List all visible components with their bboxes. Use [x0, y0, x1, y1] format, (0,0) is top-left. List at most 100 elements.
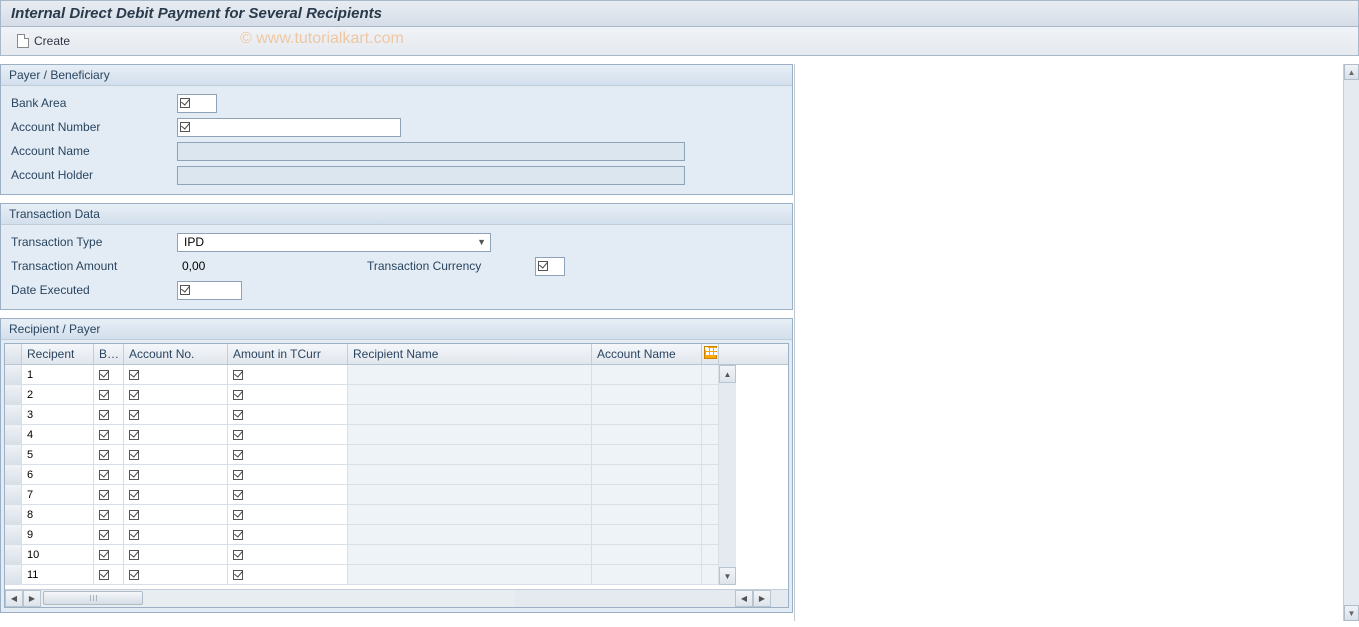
cell-amount[interactable]	[228, 485, 348, 504]
bank-area-input[interactable]	[177, 94, 217, 113]
f4-help-icon[interactable]	[538, 261, 548, 271]
page-scroll-up-button[interactable]: ▲	[1344, 64, 1359, 80]
col-recipient-name[interactable]: Recipient Name	[348, 344, 592, 364]
row-selector[interactable]	[5, 485, 22, 504]
cell-bank[interactable]	[94, 505, 124, 524]
col-recipient[interactable]: Recipent	[22, 344, 94, 364]
scroll-down-button[interactable]: ▼	[719, 567, 736, 585]
cell-bank[interactable]	[94, 545, 124, 564]
table-horizontal-scrollbar[interactable]: ◀ ▶ ◀ ▶	[5, 589, 788, 607]
cell-account-no[interactable]	[124, 445, 228, 464]
f4-help-icon[interactable]	[233, 550, 243, 560]
table-row[interactable]: 5	[5, 445, 719, 465]
cell-account-no[interactable]	[124, 545, 228, 564]
f4-help-icon[interactable]	[233, 470, 243, 480]
table-row[interactable]: 4	[5, 425, 719, 445]
cell-recipient[interactable]: 1	[22, 365, 94, 384]
scroll-right-button-2[interactable]: ▶	[753, 590, 771, 607]
select-all-cell[interactable]	[5, 344, 22, 364]
scroll-left-button-2[interactable]: ◀	[735, 590, 753, 607]
cell-bank[interactable]	[94, 385, 124, 404]
cell-amount[interactable]	[228, 365, 348, 384]
row-selector[interactable]	[5, 545, 22, 564]
f4-help-icon[interactable]	[129, 370, 139, 380]
cell-account-no[interactable]	[124, 385, 228, 404]
cell-amount[interactable]	[228, 425, 348, 444]
create-button[interactable]: Create	[11, 32, 76, 50]
table-vertical-scrollbar[interactable]: ▲ ▼	[719, 365, 736, 585]
f4-help-icon[interactable]	[129, 450, 139, 460]
row-selector[interactable]	[5, 465, 22, 484]
table-row[interactable]: 2	[5, 385, 719, 405]
f4-help-icon[interactable]	[129, 470, 139, 480]
f4-help-icon[interactable]	[233, 370, 243, 380]
cell-bank[interactable]	[94, 465, 124, 484]
scroll-thumb[interactable]	[43, 591, 143, 605]
f4-help-icon[interactable]	[99, 390, 109, 400]
table-row[interactable]: 9	[5, 525, 719, 545]
cell-recipient[interactable]: 11	[22, 565, 94, 584]
cell-amount[interactable]	[228, 545, 348, 564]
scroll-right-button[interactable]: ▶	[23, 590, 41, 607]
f4-help-icon[interactable]	[99, 470, 109, 480]
f4-help-icon[interactable]	[99, 530, 109, 540]
cell-amount[interactable]	[228, 525, 348, 544]
cell-recipient[interactable]: 6	[22, 465, 94, 484]
f4-help-icon[interactable]	[99, 410, 109, 420]
f4-help-icon[interactable]	[129, 510, 139, 520]
date-executed-input[interactable]	[177, 281, 242, 300]
cell-amount[interactable]	[228, 385, 348, 404]
cell-amount[interactable]	[228, 565, 348, 584]
f4-help-icon[interactable]	[233, 410, 243, 420]
page-vertical-scrollbar[interactable]: ▲ ▼	[1343, 64, 1359, 621]
f4-help-icon[interactable]	[99, 430, 109, 440]
f4-help-icon[interactable]	[129, 410, 139, 420]
cell-bank[interactable]	[94, 365, 124, 384]
cell-recipient[interactable]: 9	[22, 525, 94, 544]
cell-bank[interactable]	[94, 525, 124, 544]
f4-help-icon[interactable]	[99, 450, 109, 460]
row-selector[interactable]	[5, 445, 22, 464]
row-selector[interactable]	[5, 525, 22, 544]
f4-help-icon[interactable]	[233, 490, 243, 500]
cell-account-no[interactable]	[124, 405, 228, 424]
f4-help-icon[interactable]	[99, 550, 109, 560]
f4-help-icon[interactable]	[99, 510, 109, 520]
f4-help-icon[interactable]	[233, 390, 243, 400]
cell-account-no[interactable]	[124, 505, 228, 524]
col-account-no[interactable]: Account No.	[124, 344, 228, 364]
f4-help-icon[interactable]	[180, 98, 190, 108]
f4-help-icon[interactable]	[129, 490, 139, 500]
scroll-up-button[interactable]: ▲	[719, 365, 736, 383]
cell-amount[interactable]	[228, 465, 348, 484]
col-amount[interactable]: Amount in TCurr	[228, 344, 348, 364]
transaction-type-select[interactable]: IPD ▼	[177, 233, 491, 252]
f4-help-icon[interactable]	[129, 430, 139, 440]
cell-bank[interactable]	[94, 485, 124, 504]
row-selector[interactable]	[5, 405, 22, 424]
cell-account-no[interactable]	[124, 485, 228, 504]
table-row[interactable]: 11	[5, 565, 719, 585]
f4-help-icon[interactable]	[99, 490, 109, 500]
f4-help-icon[interactable]	[99, 370, 109, 380]
cell-bank[interactable]	[94, 405, 124, 424]
cell-account-no[interactable]	[124, 525, 228, 544]
transaction-currency-input[interactable]	[535, 257, 565, 276]
f4-help-icon[interactable]	[180, 122, 190, 132]
cell-account-no[interactable]	[124, 465, 228, 484]
row-selector[interactable]	[5, 425, 22, 444]
row-selector[interactable]	[5, 505, 22, 524]
f4-help-icon[interactable]	[233, 570, 243, 580]
f4-help-icon[interactable]	[129, 550, 139, 560]
table-row[interactable]: 10	[5, 545, 719, 565]
cell-amount[interactable]	[228, 505, 348, 524]
cell-recipient[interactable]: 4	[22, 425, 94, 444]
table-row[interactable]: 8	[5, 505, 719, 525]
cell-recipient[interactable]: 5	[22, 445, 94, 464]
f4-help-icon[interactable]	[233, 510, 243, 520]
f4-help-icon[interactable]	[233, 430, 243, 440]
col-account-name[interactable]: Account Name	[592, 344, 702, 364]
cell-account-no[interactable]	[124, 425, 228, 444]
table-config-button[interactable]	[702, 344, 719, 364]
cell-amount[interactable]	[228, 445, 348, 464]
